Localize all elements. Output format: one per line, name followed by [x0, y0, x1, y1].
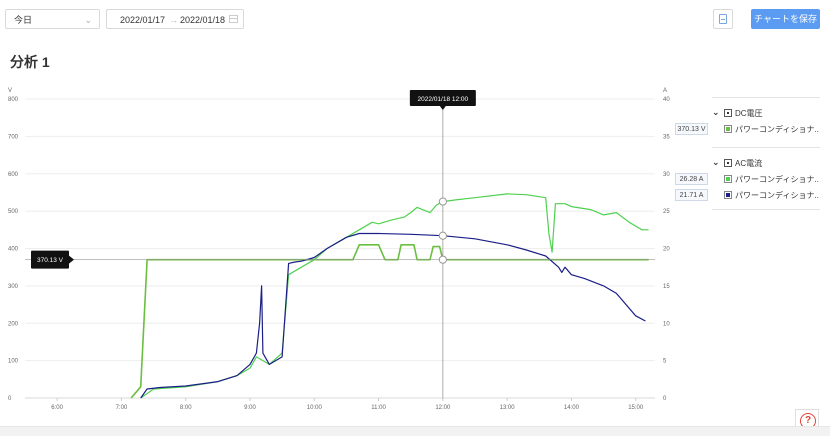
- checkbox-icon[interactable]: [724, 109, 732, 117]
- y-tick-right: 5: [663, 359, 667, 365]
- legend-item[interactable]: 370.13 V パワーコンディショナ..: [675, 123, 820, 137]
- page-title: 分析 1: [10, 54, 50, 70]
- y-tick-left: 600: [8, 172, 19, 178]
- series-color-swatch[interactable]: [724, 175, 732, 183]
- x-tick-label: 13:00: [500, 405, 516, 411]
- tooltip-box: [409, 90, 476, 106]
- chevron-down-icon: ⌄: [84, 15, 92, 25]
- legend-group-label: AC電流: [735, 159, 763, 168]
- legend-item[interactable]: 26.28 A パワーコンディショナ..: [675, 173, 820, 187]
- legend-value-badge: 370.13 V: [675, 123, 708, 135]
- line-chart[interactable]: 800 700 600 500 400 300 200 100 0 40 35 30 25 20 15 10 5…: [0, 80, 700, 420]
- series-color-swatch[interactable]: [724, 125, 732, 133]
- legend-value-badge: 26.28 A: [675, 173, 708, 185]
- y-tick-right: 30: [663, 172, 670, 178]
- legend-divider: [712, 209, 820, 210]
- x-tick-label: 7:00: [116, 405, 128, 411]
- series-color-swatch[interactable]: [724, 191, 732, 199]
- legend-divider: [712, 147, 820, 148]
- date-range-arrow: →: [169, 15, 178, 25]
- tooltip-text: 2022/01/18 12:00: [418, 96, 469, 103]
- legend: ⌄ DC電圧 370.13 V パワーコンディショナ.. ⌄ AC電流 26.2…: [675, 97, 820, 210]
- x-tick-label: 15:00: [628, 405, 644, 411]
- legend-value-badge: 21.71 A: [675, 189, 708, 201]
- calendar-icon[interactable]: [229, 15, 238, 23]
- series-line-2: [140, 193, 649, 399]
- y-tick-left: 400: [8, 247, 19, 253]
- legend-group-label: DC電圧: [735, 109, 763, 118]
- y-tick-left: 0: [8, 396, 12, 402]
- x-tick-label: 8:00: [180, 405, 192, 411]
- x-tick-label: 11:00: [371, 405, 386, 411]
- chevron-down-icon[interactable]: ⌄: [712, 157, 720, 167]
- date-end[interactable]: 2022/01/18: [180, 15, 226, 25]
- y-tick-left: 700: [8, 134, 19, 140]
- date-start[interactable]: 2022/01/17: [120, 15, 166, 25]
- crosshair-value-box: [31, 250, 69, 269]
- y-tick-right: 10: [663, 321, 670, 327]
- y-tick-right: 15: [663, 284, 670, 290]
- y-tick-left: 200: [8, 321, 19, 327]
- series-line-1: [130, 244, 649, 399]
- crosshair-value-pointer: [69, 255, 74, 264]
- right-axis-unit: A: [663, 88, 667, 94]
- date-range-picker[interactable]: 2022/01/17 → 2022/01/18: [106, 9, 244, 29]
- y-tick-right: 35: [663, 134, 670, 140]
- legend-item-label: パワーコンディショナ..: [735, 125, 819, 134]
- period-select[interactable]: 今日 ⌄: [5, 9, 100, 29]
- toolbar: 今日 ⌄ 2022/01/17 → 2022/01/18 チャートを保存: [0, 0, 830, 40]
- legend-item[interactable]: 21.71 A パワーコンディショナ..: [675, 189, 820, 203]
- legend-group-dc-voltage[interactable]: ⌄ DC電圧: [712, 107, 820, 121]
- left-axis-unit: V: [8, 88, 12, 94]
- tooltip-pointer: [439, 106, 446, 110]
- x-tick-label: 12:00: [435, 405, 451, 411]
- x-tick-label: 14:00: [564, 405, 580, 411]
- y-tick-right: 20: [663, 247, 670, 253]
- footer-bar: [0, 426, 830, 436]
- legend-item-label: パワーコンディショナ..: [735, 191, 819, 200]
- hover-point: [438, 255, 447, 264]
- save-chart-button[interactable]: チャートを保存: [751, 9, 820, 29]
- y-tick-left: 500: [8, 209, 19, 215]
- export-button[interactable]: [713, 9, 733, 29]
- hover-point: [438, 197, 447, 206]
- legend-group-ac-current[interactable]: ⌄ AC電流: [712, 157, 820, 171]
- legend-divider: [712, 97, 820, 98]
- series-line-3: [140, 232, 646, 399]
- chevron-down-icon[interactable]: ⌄: [712, 107, 720, 117]
- x-tick-label: 6:00: [51, 405, 63, 411]
- y-tick-left: 100: [8, 359, 19, 365]
- x-tick-label: 9:00: [244, 405, 256, 411]
- y-tick-right: 25: [663, 209, 670, 215]
- y-tick-right: 40: [663, 97, 670, 103]
- legend-item-label: パワーコンディショナ..: [735, 175, 819, 184]
- crosshair-value-text: 370.13 V: [37, 257, 64, 264]
- x-tick-label: 10:00: [307, 405, 323, 411]
- y-tick-right: 0: [663, 396, 667, 402]
- document-icon: [719, 14, 727, 24]
- period-select-value: 今日: [14, 15, 33, 25]
- y-tick-left: 800: [8, 97, 19, 103]
- hover-point: [438, 231, 447, 240]
- y-tick-left: 300: [8, 284, 19, 290]
- checkbox-icon[interactable]: [724, 159, 732, 167]
